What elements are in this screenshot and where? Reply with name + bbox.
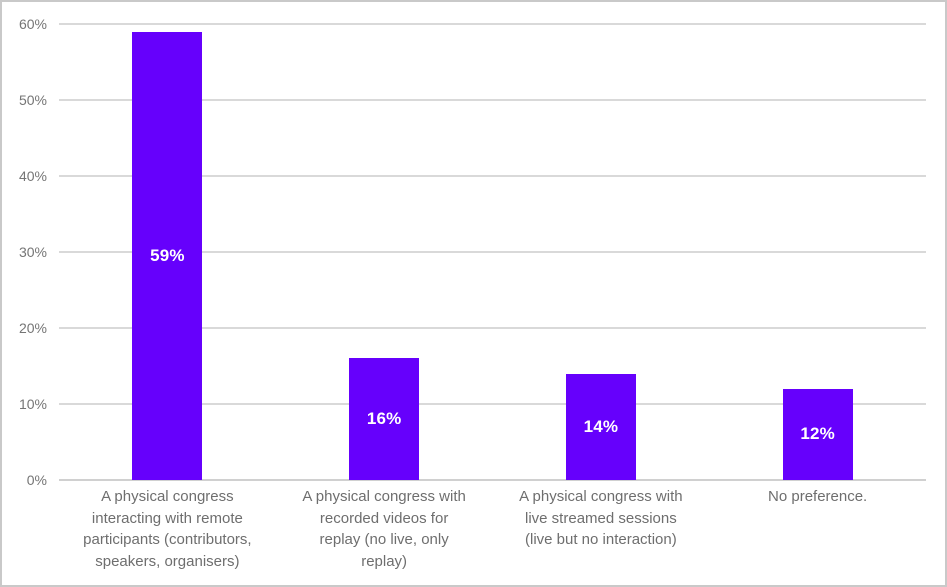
x-axis-category-labels: A physical congress interacting with remo…: [59, 486, 926, 585]
category-label-line: replay (no live, only: [319, 531, 449, 548]
plot-area: 59% 16% 14% 12%: [59, 23, 926, 481]
category-label-line: A physical congress with: [519, 488, 683, 505]
gridline-0pct: [59, 479, 926, 481]
gridline-10pct: [59, 403, 926, 405]
bar-2: 16%: [349, 358, 420, 480]
y-tick-label-60pct: 60%: [18, 16, 47, 32]
bar-1: 59%: [132, 31, 203, 480]
y-tick-label-30pct: 30%: [18, 244, 47, 260]
category-label-line: live streamed sessions: [525, 509, 677, 527]
bar-value-label-4: 12%: [800, 424, 835, 444]
y-tick-label-0pct: 0%: [26, 472, 47, 488]
category-label-line: (live but no interaction): [524, 531, 677, 548]
category-label-line: participants (contributors,: [83, 531, 252, 548]
gridline-30pct: [59, 251, 926, 253]
bar-value-label-3: 14%: [583, 416, 619, 436]
category-label-3: A physical congress with live streamed se…: [519, 486, 682, 551]
gridline-20pct: [59, 327, 926, 329]
y-tick-label-40pct: 40%: [18, 168, 47, 184]
category-label-line: speakers, organisers): [95, 552, 240, 570]
category-label-line: A physical congress with: [302, 488, 466, 505]
category-label-line: interacting with remote: [91, 509, 243, 527]
gridline-40pct: [59, 175, 926, 177]
gridline-60pct: [59, 23, 926, 25]
bar-3: 14%: [565, 373, 636, 480]
category-label-line: No preference.: [768, 488, 868, 505]
y-axis: 0% 10% 20% 30% 40% 50% 60%: [2, 16, 47, 488]
category-label-4: No preference.: [768, 486, 867, 508]
y-tick-label-20pct: 20%: [18, 320, 47, 336]
y-tick-label-10pct: 10%: [18, 396, 47, 412]
gridline-50pct: [59, 99, 926, 101]
category-label-line: A physical congress: [101, 488, 234, 505]
category-label-line: replay): [361, 552, 408, 570]
bar-value-label-2: 16%: [366, 409, 402, 429]
category-label-1: A physical congress interacting with remo…: [83, 486, 251, 572]
bar-4: 12%: [782, 388, 853, 480]
bar-value-label-1: 59%: [150, 245, 185, 265]
category-label-line: recorded videos for: [319, 509, 449, 527]
y-tick-label-50pct: 50%: [18, 92, 47, 108]
category-label-2: A physical congress with recorded videos …: [302, 486, 465, 572]
